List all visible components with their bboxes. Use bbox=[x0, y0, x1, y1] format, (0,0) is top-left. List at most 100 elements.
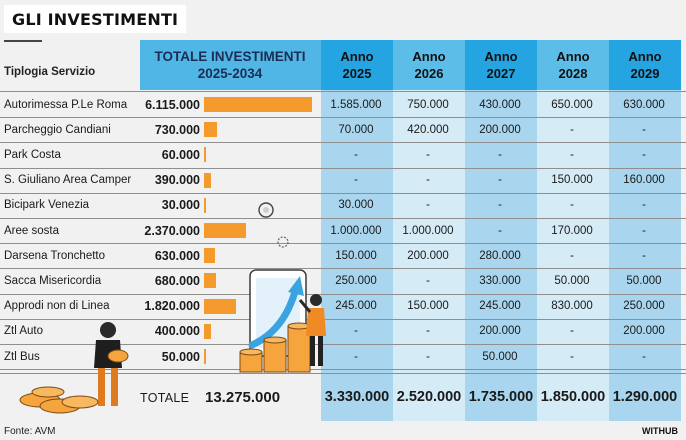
year-value: - bbox=[570, 350, 574, 363]
year-total: 1.290.000 bbox=[612, 389, 678, 405]
year-value: - bbox=[498, 148, 502, 161]
year-value: - bbox=[498, 174, 502, 187]
service-name: Park Costa bbox=[4, 148, 61, 161]
year-total: 1.735.000 bbox=[468, 389, 534, 405]
service-total: 30.000 bbox=[161, 198, 200, 213]
title-underline bbox=[4, 40, 42, 42]
row-divider bbox=[0, 243, 686, 245]
service-total: 730.000 bbox=[154, 122, 200, 137]
total-bar bbox=[204, 349, 206, 364]
year-value: 200.000 bbox=[407, 249, 449, 262]
row-divider bbox=[0, 117, 686, 119]
service-total: 6.115.000 bbox=[145, 97, 200, 112]
year-header-line1: Anno bbox=[340, 49, 374, 64]
row-divider bbox=[0, 344, 686, 345]
year-value: 50.000 bbox=[554, 274, 590, 287]
total-bar bbox=[204, 97, 312, 112]
year-header-line2: 2026 bbox=[414, 66, 444, 81]
year-value: 330.000 bbox=[479, 274, 521, 287]
year-value: 160.000 bbox=[623, 174, 665, 187]
brand-logo: WITHUB bbox=[642, 426, 678, 436]
service-total: 390.000 bbox=[154, 173, 200, 188]
growth-arrow-icon bbox=[248, 276, 304, 349]
service-total: 50.000 bbox=[161, 349, 200, 364]
service-total: 1.820.000 bbox=[144, 299, 200, 314]
year-value: 420.000 bbox=[407, 123, 449, 136]
total-bar bbox=[204, 223, 246, 238]
year-value: - bbox=[354, 148, 358, 161]
total-bar bbox=[204, 122, 217, 138]
row-divider bbox=[0, 91, 686, 92]
year-value: - bbox=[354, 325, 358, 338]
year-value: - bbox=[354, 174, 358, 187]
year-value: 50.000 bbox=[626, 274, 662, 287]
year-column-band bbox=[537, 40, 609, 421]
year-value: - bbox=[426, 174, 430, 187]
year-header-line2: 2028 bbox=[558, 66, 588, 81]
source-note: Fonte: AVM bbox=[4, 426, 56, 437]
year-header-line1: Anno bbox=[412, 49, 446, 64]
year-header-line1: Anno bbox=[628, 49, 662, 64]
year-value: 1.000.000 bbox=[330, 224, 382, 237]
year-column-band bbox=[393, 40, 465, 421]
service-column-header: Tiplogia Servizio bbox=[4, 66, 96, 78]
row-divider bbox=[0, 268, 686, 270]
year-value: 245.000 bbox=[335, 300, 377, 313]
year-value: - bbox=[570, 325, 574, 338]
year-value: - bbox=[642, 350, 646, 363]
year-value: - bbox=[570, 123, 574, 136]
year-value: 280.000 bbox=[479, 249, 521, 262]
year-value: - bbox=[426, 148, 430, 161]
total-bar bbox=[204, 323, 212, 339]
year-header-band bbox=[609, 40, 681, 90]
row-divider bbox=[0, 192, 686, 194]
year-value: - bbox=[498, 199, 502, 212]
year-value: 30.000 bbox=[338, 199, 374, 212]
year-value: 200.000 bbox=[479, 123, 521, 136]
year-value: - bbox=[570, 249, 574, 262]
coin-pile-icon bbox=[19, 386, 99, 414]
title-box: GLI INVESTIMENTI bbox=[4, 5, 187, 33]
year-header-band bbox=[537, 40, 609, 90]
year-header-line2: 2027 bbox=[486, 66, 516, 81]
year-value: 1.585.000 bbox=[330, 98, 382, 111]
year-column-header: Anno 2029 bbox=[610, 40, 680, 90]
row-divider bbox=[0, 142, 686, 144]
service-name: Autorimessa P.Le Roma bbox=[4, 98, 128, 111]
year-header-line2: 2029 bbox=[630, 66, 660, 81]
row-divider bbox=[0, 373, 686, 375]
year-value: 250.000 bbox=[623, 300, 665, 313]
service-total: 400.000 bbox=[154, 324, 200, 339]
year-header-band bbox=[321, 40, 393, 90]
year-header-band bbox=[465, 40, 537, 90]
total-header-line1: TOTALE INVESTIMENTI bbox=[154, 49, 306, 64]
total-bar bbox=[204, 248, 216, 264]
year-value: 430.000 bbox=[479, 98, 521, 111]
year-value: - bbox=[570, 199, 574, 212]
total-bar bbox=[204, 172, 211, 188]
year-column-band bbox=[321, 40, 393, 421]
service-total: 60.000 bbox=[161, 147, 200, 162]
year-header-line1: Anno bbox=[556, 49, 590, 64]
year-column-band bbox=[609, 40, 681, 421]
page-title: GLI INVESTIMENTI bbox=[12, 9, 179, 29]
service-total: 2.370.000 bbox=[144, 223, 200, 238]
year-value: - bbox=[642, 123, 646, 136]
year-column-header: Anno 2025 bbox=[322, 40, 392, 90]
year-value: 70.000 bbox=[338, 123, 374, 136]
total-header-band bbox=[140, 40, 321, 90]
year-value: - bbox=[426, 274, 430, 287]
year-value: 650.000 bbox=[551, 98, 593, 111]
year-value: 630.000 bbox=[623, 98, 665, 111]
year-value: - bbox=[642, 224, 646, 237]
service-name: Bicipark Venezia bbox=[4, 199, 90, 212]
row-divider bbox=[0, 369, 686, 371]
year-value: - bbox=[426, 199, 430, 212]
year-value: - bbox=[498, 224, 502, 237]
service-name: Approdi non di Linea bbox=[4, 300, 110, 313]
row-divider bbox=[0, 293, 686, 295]
row-divider bbox=[0, 218, 686, 219]
service-name: Aree sosta bbox=[4, 224, 59, 237]
year-column-header: Anno 2028 bbox=[538, 40, 608, 90]
service-name: Parcheggio Candiani bbox=[4, 123, 111, 136]
